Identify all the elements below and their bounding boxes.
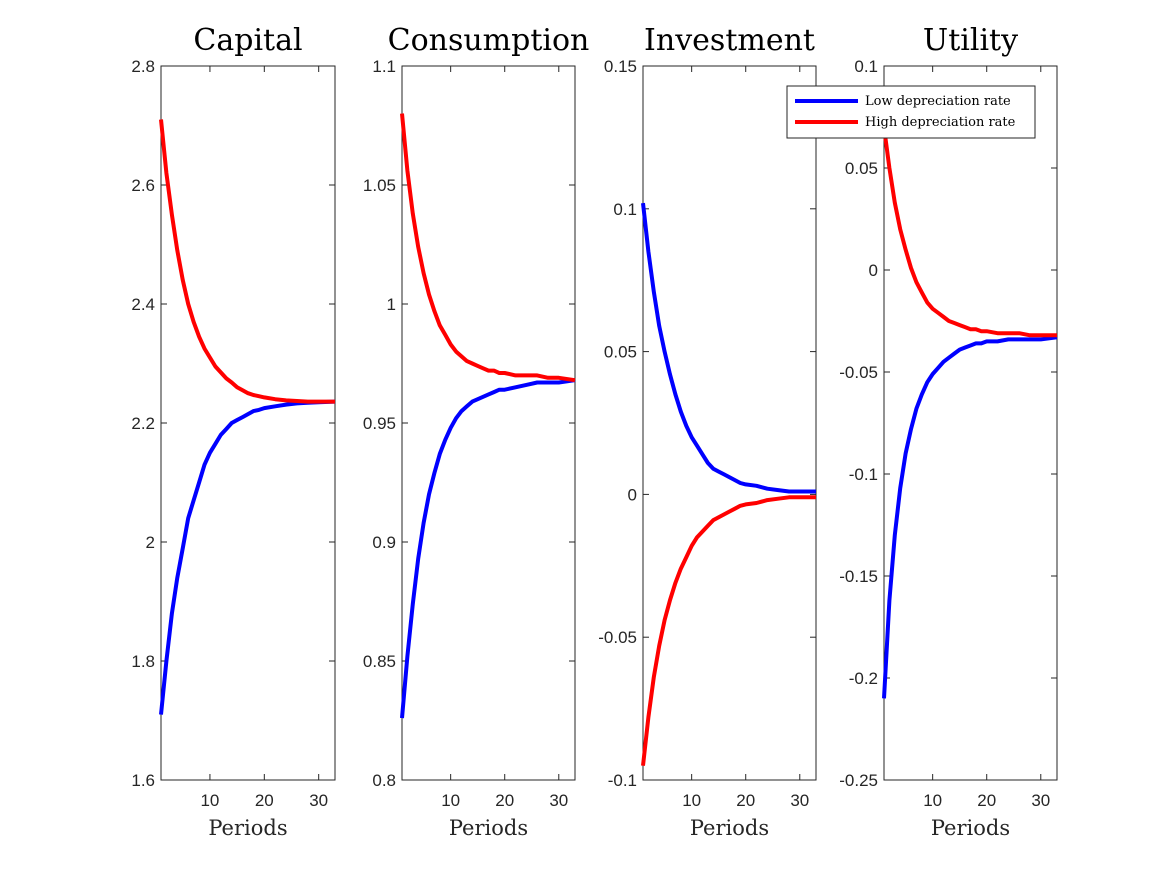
panel-capital: 1.6 1.8 2 2.2 2.4 2.6 2.8 10 20 30 Capital Periods bbox=[131, 23, 336, 840]
ytick-label-capital: 2.6 bbox=[131, 176, 155, 195]
ytick-label-utility: -0.1 bbox=[849, 465, 878, 484]
series-line-utility-low-depreciation-rate bbox=[882, 335, 1058, 699]
ytick-label-investment: 0.05 bbox=[604, 343, 637, 362]
ytick-label-utility: 0.1 bbox=[854, 57, 878, 76]
title-utility: Utility bbox=[923, 23, 1018, 58]
title-consumption: Consumption bbox=[388, 23, 590, 58]
series-line-investment-high-depreciation-rate bbox=[641, 495, 816, 766]
series-line-consumption-high-depreciation-rate bbox=[400, 113, 576, 383]
ytick-label-capital: 1.8 bbox=[131, 652, 155, 671]
title-capital: Capital bbox=[193, 23, 302, 58]
axes-box-utility bbox=[883, 65, 1058, 781]
xtick-label-investment: 20 bbox=[736, 791, 755, 810]
legend: Low depreciation rate High depreciation … bbox=[786, 85, 1036, 139]
series-line-investment-low-depreciation-rate bbox=[641, 202, 816, 494]
ytick-label-consumption: 1.05 bbox=[363, 176, 396, 195]
ytick-label-utility: 0 bbox=[869, 261, 878, 280]
xlabel-investment: Periods bbox=[690, 816, 769, 840]
ytick-label-consumption: 0.85 bbox=[363, 652, 396, 671]
ytick-label-capital: 2.8 bbox=[131, 57, 155, 76]
ytick-label-investment: -0.05 bbox=[598, 628, 637, 647]
xtick-label-capital: 30 bbox=[309, 791, 328, 810]
xlabel-utility: Periods bbox=[931, 816, 1010, 840]
ytick-label-capital: 2 bbox=[146, 533, 155, 552]
xtick-label-consumption: 30 bbox=[549, 791, 568, 810]
xtick-label-utility: 30 bbox=[1031, 791, 1050, 810]
xtick-label-consumption: 20 bbox=[495, 791, 514, 810]
ytick-label-consumption: 0.8 bbox=[372, 771, 396, 790]
ytick-label-capital: 1.6 bbox=[131, 771, 155, 790]
ytick-label-consumption: 0.95 bbox=[363, 414, 396, 433]
legend-label-high: High depreciation rate bbox=[865, 115, 1016, 130]
ytick-label-consumption: 1.1 bbox=[372, 57, 396, 76]
xtick-label-capital: 20 bbox=[255, 791, 274, 810]
ytick-label-utility: -0.05 bbox=[839, 363, 878, 382]
ytick-label-investment: 0.1 bbox=[613, 200, 637, 219]
ytick-label-utility: 0.05 bbox=[845, 159, 878, 178]
ytick-label-investment: 0 bbox=[628, 485, 637, 504]
panel-consumption: 0.8 0.85 0.9 0.95 1 1.05 1.1 10 20 30 Consumption P… bbox=[363, 23, 589, 840]
xlabel-capital: Periods bbox=[208, 816, 287, 840]
ytick-label-utility: -0.25 bbox=[839, 771, 878, 790]
panel-utility: -0.25 -0.2 -0.15 -0.1 -0.05 0 0.05 0.1 10 20 30 Uti… bbox=[839, 23, 1058, 840]
ytick-label-consumption: 0.9 bbox=[372, 533, 396, 552]
ytick-label-capital: 2.4 bbox=[131, 295, 155, 314]
xlabel-consumption: Periods bbox=[449, 816, 528, 840]
ytick-label-investment: -0.1 bbox=[608, 771, 637, 790]
axes-box-consumption bbox=[401, 65, 576, 781]
ytick-label-utility: -0.15 bbox=[839, 567, 878, 586]
xtick-label-investment: 10 bbox=[682, 791, 701, 810]
series-line-capital-high-depreciation-rate bbox=[159, 119, 335, 404]
xtick-label-consumption: 10 bbox=[441, 791, 460, 810]
ytick-label-utility: -0.2 bbox=[849, 669, 878, 688]
axes-box-capital bbox=[160, 65, 336, 781]
panel-investment: -0.1 -0.05 0 0.05 0.1 0.15 10 20 30 Investment Per… bbox=[598, 23, 817, 840]
series-line-consumption-low-depreciation-rate bbox=[400, 378, 576, 719]
title-investment: Investment bbox=[644, 23, 815, 58]
axes-box-investment bbox=[642, 65, 817, 781]
ytick-label-investment: 0.15 bbox=[604, 57, 637, 76]
series-line-utility-high-depreciation-rate bbox=[882, 126, 1057, 338]
legend-label-low: Low depreciation rate bbox=[865, 94, 1011, 109]
xtick-label-utility: 10 bbox=[923, 791, 942, 810]
xtick-label-utility: 20 bbox=[977, 791, 996, 810]
legend-box bbox=[786, 85, 1036, 139]
ytick-label-capital: 2.2 bbox=[131, 414, 155, 433]
series-line-capital-low-depreciation-rate bbox=[159, 399, 336, 715]
xtick-label-investment: 30 bbox=[790, 791, 809, 810]
ytick-label-consumption: 1 bbox=[387, 295, 396, 314]
xtick-label-capital: 10 bbox=[200, 791, 219, 810]
